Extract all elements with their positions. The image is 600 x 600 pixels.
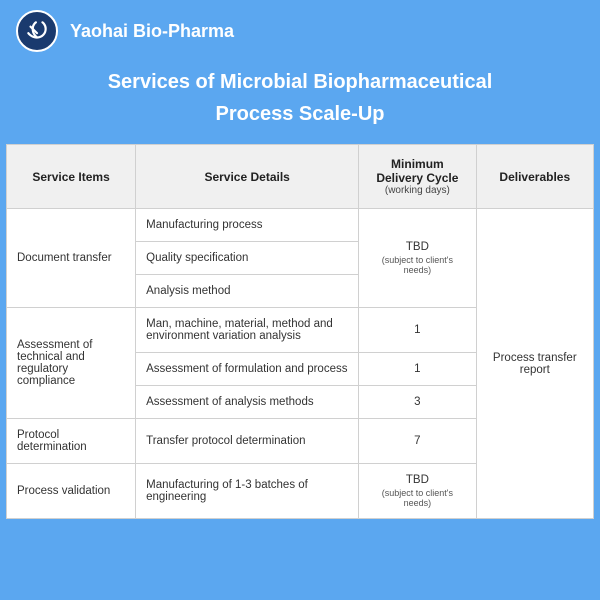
- cell-cycle: 1: [359, 308, 476, 353]
- cell-detail: Manufacturing process: [136, 209, 359, 242]
- cell-detail: Transfer protocol determination: [136, 419, 359, 464]
- table-row: Document transfer Manufacturing process …: [7, 209, 594, 242]
- cell-cycle: 3: [359, 386, 476, 419]
- header-delivery-sub: (working days): [367, 185, 467, 196]
- cell-detail: Assessment of formulation and process: [136, 353, 359, 386]
- cell-cycle: 1: [359, 353, 476, 386]
- header-deliverables: Deliverables: [476, 145, 593, 209]
- cell-service-item: Document transfer: [7, 209, 136, 308]
- cell-deliverable: Process transfer report: [476, 209, 593, 519]
- header-delivery-cycle: Minimum Delivery Cycle (working days): [359, 145, 476, 209]
- cell-service-item: Protocol determination: [7, 419, 136, 464]
- cell-detail: Analysis method: [136, 275, 359, 308]
- cell-cycle: TBD (subject to client's needs): [359, 209, 476, 308]
- cell-service-item: Assessment of technical and regulatory c…: [7, 308, 136, 419]
- cell-service-item: Process validation: [7, 464, 136, 519]
- header-service-items: Service Items: [7, 145, 136, 209]
- title-line-2: Process Scale-Up: [216, 103, 385, 125]
- brand-header: Yaohai Bio-Pharma: [0, 0, 600, 58]
- cycle-main: TBD: [406, 241, 429, 253]
- company-name: Yaohai Bio-Pharma: [70, 21, 234, 42]
- cell-cycle: 7: [359, 419, 476, 464]
- services-table: Service Items Service Details Minimum De…: [6, 144, 594, 519]
- cycle-sub: (subject to client's needs): [369, 488, 465, 508]
- cell-detail: Assessment of analysis methods: [136, 386, 359, 419]
- cycle-sub: (subject to client's needs): [369, 255, 465, 275]
- cell-detail: Man, machine, material, method and envir…: [136, 308, 359, 353]
- cell-cycle: TBD (subject to client's needs): [359, 464, 476, 519]
- title-line-1: Services of Microbial Biopharmaceutical: [108, 71, 493, 93]
- cell-detail: Manufacturing of 1-3 batches of engineer…: [136, 464, 359, 519]
- cell-detail: Quality specification: [136, 242, 359, 275]
- logo-icon: [16, 10, 58, 52]
- services-table-container: Service Items Service Details Minimum De…: [6, 144, 594, 519]
- header-service-details: Service Details: [136, 145, 359, 209]
- cycle-main: TBD: [406, 474, 429, 486]
- header-delivery-main: Minimum Delivery Cycle: [376, 157, 458, 185]
- table-header-row: Service Items Service Details Minimum De…: [7, 145, 594, 209]
- page-title: Services of Microbial Biopharmaceutical …: [0, 58, 600, 136]
